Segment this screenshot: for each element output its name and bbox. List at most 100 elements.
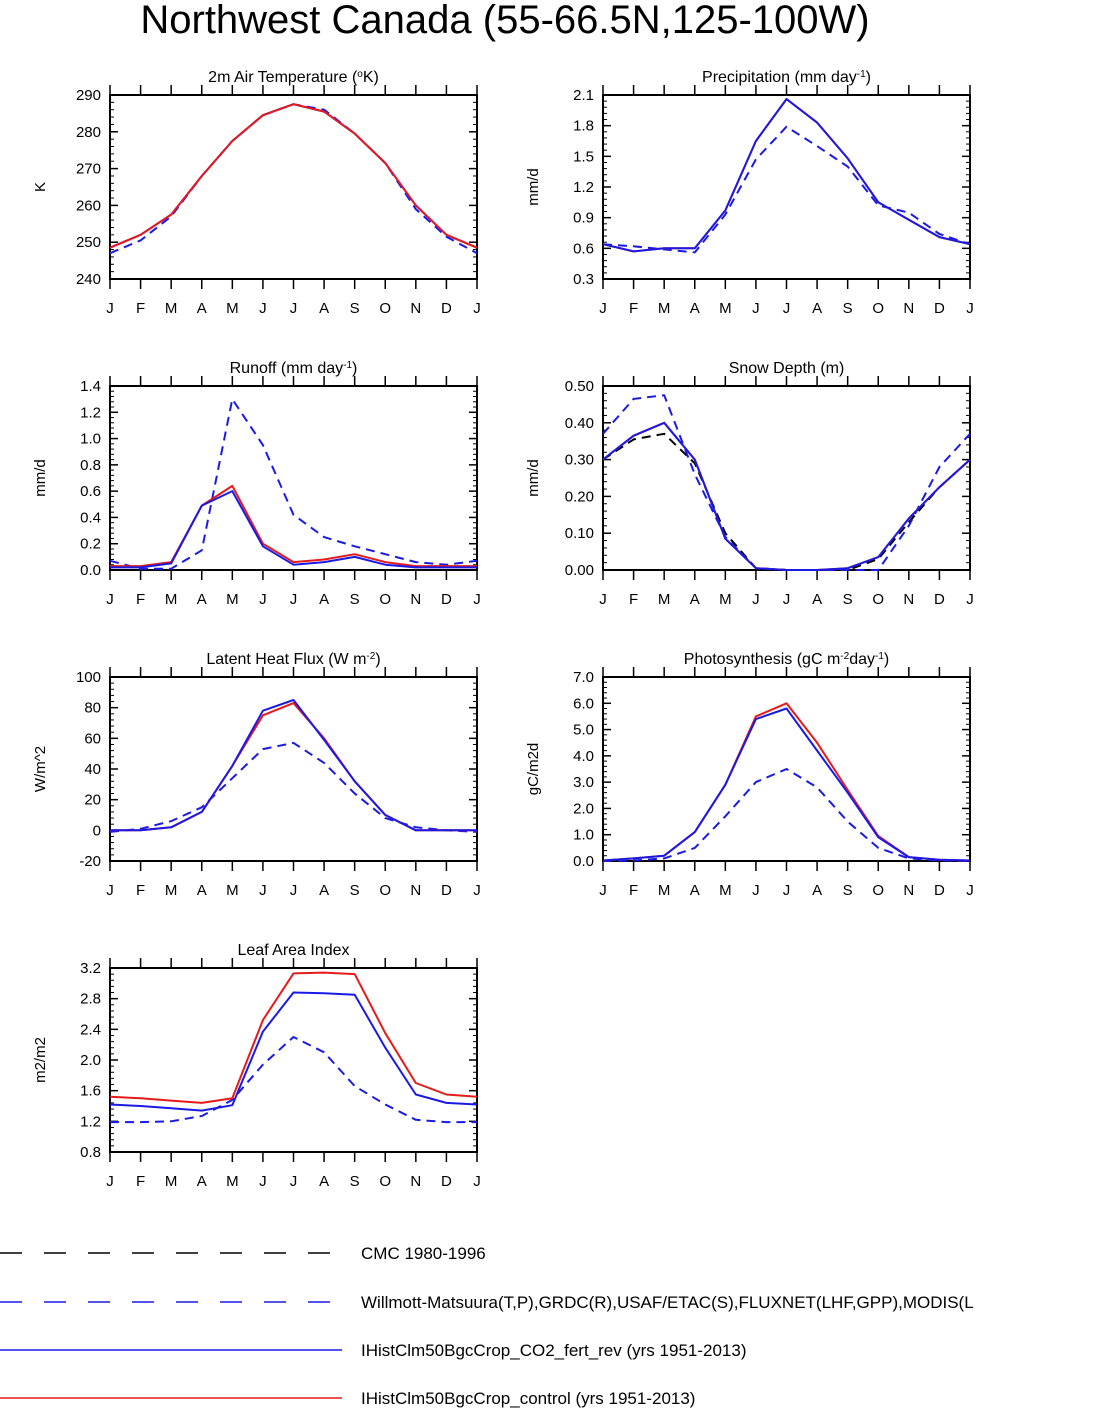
legend-item: CMC 1980-1996 bbox=[0, 1244, 486, 1263]
y-tick-label: 2.4 bbox=[80, 1021, 101, 1038]
y-tick-label: 2.0 bbox=[80, 1052, 101, 1069]
x-tick-label: D bbox=[441, 1173, 452, 1190]
x-tick-label: F bbox=[629, 882, 638, 899]
x-tick-label: M bbox=[226, 300, 239, 317]
x-tick-label: D bbox=[934, 300, 945, 317]
x-tick-label: S bbox=[350, 1173, 360, 1190]
y-tick-label: 40 bbox=[84, 761, 101, 778]
y-tick-label: 0.20 bbox=[565, 488, 594, 505]
x-tick-label: J bbox=[966, 882, 974, 899]
panel-gpp: Photosynthesis (gC m-2day-1) 0.0 1.0 2.0 3.0… bbox=[525, 651, 974, 900]
x-tick-label: O bbox=[872, 300, 884, 317]
x-tick-label: M bbox=[165, 591, 178, 608]
plot-frame bbox=[602, 385, 971, 571]
series-line-co2 bbox=[109, 103, 478, 249]
x-tick-label: O bbox=[379, 300, 391, 317]
panel-lhf: Latent Heat Flux (W m-2) -20 0 20 40 60 80 100 J… bbox=[32, 651, 481, 900]
x-tick-label: J bbox=[290, 882, 298, 899]
panel-title: Latent Heat Flux (W m-2) bbox=[206, 651, 380, 669]
series-line-obs bbox=[110, 1036, 477, 1124]
x-tick-label: O bbox=[872, 591, 884, 608]
y-tick-label: 270 bbox=[76, 161, 101, 178]
y-tick-label: 0.30 bbox=[565, 452, 594, 469]
y-axis-label: m2/m2 bbox=[32, 1037, 49, 1083]
series-line-co2 bbox=[110, 490, 477, 569]
y-tick-label: 0.0 bbox=[573, 853, 594, 870]
x-tick-label: F bbox=[136, 300, 145, 317]
x-tick-label: A bbox=[197, 882, 207, 899]
series-line-control bbox=[110, 702, 477, 832]
x-tick-label: A bbox=[690, 300, 700, 317]
y-axis-label: K bbox=[32, 182, 49, 192]
legend: CMC 1980-1996 Willmott-Matsuura(T,P),GRDC… bbox=[0, 1244, 974, 1408]
panel-snow: Snow Depth (m) 0.00 0.10 0.20 0.30 0.40 0.50 J F… bbox=[525, 360, 974, 608]
y-tick-label: 0.2 bbox=[80, 536, 101, 553]
y-tick-label: 2.1 bbox=[573, 87, 594, 104]
series-line-obs bbox=[602, 394, 971, 571]
x-tick-label: O bbox=[379, 1173, 391, 1190]
y-axis-label: mm/d bbox=[525, 459, 542, 497]
y-tick-label: 2.8 bbox=[80, 991, 101, 1008]
x-tick-label: D bbox=[934, 882, 945, 899]
x-tick-label: J bbox=[106, 882, 114, 899]
x-tick-label: A bbox=[812, 591, 822, 608]
x-tick-label: A bbox=[197, 591, 207, 608]
x-tick-label: F bbox=[136, 1173, 145, 1190]
legend-label: Willmott-Matsuura(T,P),GRDC(R),USAF/ETAC… bbox=[361, 1293, 974, 1312]
series-line-co2 bbox=[110, 699, 477, 832]
y-axis-label: gC/m2d bbox=[525, 743, 542, 796]
y-tick-label: 0.8 bbox=[80, 1144, 101, 1161]
x-tick-label: S bbox=[350, 882, 360, 899]
y-tick-label: 1.0 bbox=[573, 827, 594, 844]
x-tick-label: J bbox=[259, 300, 267, 317]
series-line-obs bbox=[109, 741, 478, 833]
x-tick-label: M bbox=[226, 882, 239, 899]
series-line-co2 bbox=[602, 707, 971, 862]
x-tick-label: A bbox=[197, 300, 207, 317]
y-tick-label: 250 bbox=[76, 234, 101, 251]
x-tick-label: J bbox=[783, 882, 791, 899]
x-tick-label: J bbox=[783, 300, 791, 317]
series-line-obs bbox=[109, 103, 478, 255]
panel-lai: Leaf Area Index 0.8 1.2 1.6 2.0 2.4 2.8 3.2 J F M A… bbox=[32, 942, 481, 1190]
x-tick-label: N bbox=[903, 882, 914, 899]
series-line-control bbox=[109, 103, 478, 249]
y-tick-label: 3.0 bbox=[573, 774, 594, 791]
x-tick-label: J bbox=[599, 882, 607, 899]
x-tick-label: M bbox=[165, 1173, 178, 1190]
x-tick-label: F bbox=[136, 591, 145, 608]
y-tick-label: 6.0 bbox=[573, 695, 594, 712]
x-tick-label: A bbox=[319, 300, 329, 317]
x-tick-label: A bbox=[690, 591, 700, 608]
y-tick-label: 1.5 bbox=[573, 148, 594, 165]
x-tick-label: J bbox=[473, 882, 481, 899]
series-line-obs bbox=[109, 398, 478, 570]
x-tick-label: O bbox=[872, 882, 884, 899]
panel-temp: 2m Air Temperature (oK) 240 250 260 270 280 29… bbox=[32, 69, 481, 318]
y-tick-label: 5.0 bbox=[573, 722, 594, 739]
y-tick-label: 0.0 bbox=[80, 562, 101, 579]
x-tick-label: S bbox=[843, 591, 853, 608]
legend-label: CMC 1980-1996 bbox=[361, 1244, 486, 1263]
y-tick-label: 80 bbox=[84, 700, 101, 717]
x-tick-label: A bbox=[319, 882, 329, 899]
y-tick-label: -20 bbox=[79, 853, 101, 870]
x-tick-label: J bbox=[473, 1173, 481, 1190]
x-tick-label: A bbox=[319, 1173, 329, 1190]
legend-item: IHistClm50BgcCrop_CO2_fert_rev (yrs 1951… bbox=[0, 1341, 747, 1360]
x-tick-label: J bbox=[599, 300, 607, 317]
y-tick-label: 20 bbox=[84, 792, 101, 809]
x-tick-label: M bbox=[719, 300, 732, 317]
y-tick-label: 260 bbox=[76, 197, 101, 214]
plot-frame bbox=[109, 967, 478, 1153]
x-tick-label: J bbox=[599, 591, 607, 608]
series-line-obs bbox=[602, 768, 971, 862]
x-tick-label: N bbox=[903, 300, 914, 317]
legend-item: Willmott-Matsuura(T,P),GRDC(R),USAF/ETAC… bbox=[0, 1293, 974, 1312]
x-tick-label: A bbox=[197, 1173, 207, 1190]
y-tick-label: 290 bbox=[76, 87, 101, 104]
y-axis-label: mm/d bbox=[525, 168, 542, 206]
y-axis-label: W/m^2 bbox=[32, 746, 49, 792]
y-tick-label: 100 bbox=[76, 669, 101, 686]
